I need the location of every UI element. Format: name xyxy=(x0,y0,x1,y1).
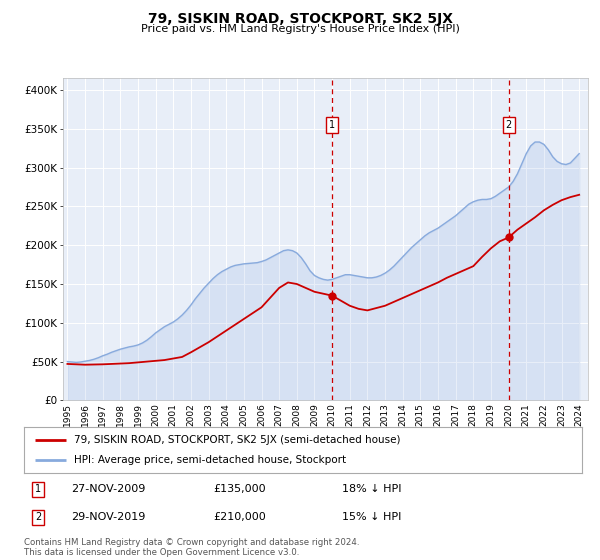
Text: £135,000: £135,000 xyxy=(214,484,266,494)
Text: 2: 2 xyxy=(35,512,41,522)
Text: Contains HM Land Registry data © Crown copyright and database right 2024.
This d: Contains HM Land Registry data © Crown c… xyxy=(24,538,359,557)
Text: 27-NOV-2009: 27-NOV-2009 xyxy=(71,484,146,494)
Text: 29-NOV-2019: 29-NOV-2019 xyxy=(71,512,146,522)
Text: 79, SISKIN ROAD, STOCKPORT, SK2 5JX (semi-detached house): 79, SISKIN ROAD, STOCKPORT, SK2 5JX (sem… xyxy=(74,435,401,445)
Text: 2: 2 xyxy=(505,120,512,130)
Text: 18% ↓ HPI: 18% ↓ HPI xyxy=(342,484,401,494)
Text: 79, SISKIN ROAD, STOCKPORT, SK2 5JX: 79, SISKIN ROAD, STOCKPORT, SK2 5JX xyxy=(148,12,452,26)
Text: HPI: Average price, semi-detached house, Stockport: HPI: Average price, semi-detached house,… xyxy=(74,455,346,465)
Text: £210,000: £210,000 xyxy=(214,512,266,522)
Text: Price paid vs. HM Land Registry's House Price Index (HPI): Price paid vs. HM Land Registry's House … xyxy=(140,24,460,34)
Text: 15% ↓ HPI: 15% ↓ HPI xyxy=(342,512,401,522)
Text: 1: 1 xyxy=(329,120,335,130)
Text: 1: 1 xyxy=(35,484,41,494)
